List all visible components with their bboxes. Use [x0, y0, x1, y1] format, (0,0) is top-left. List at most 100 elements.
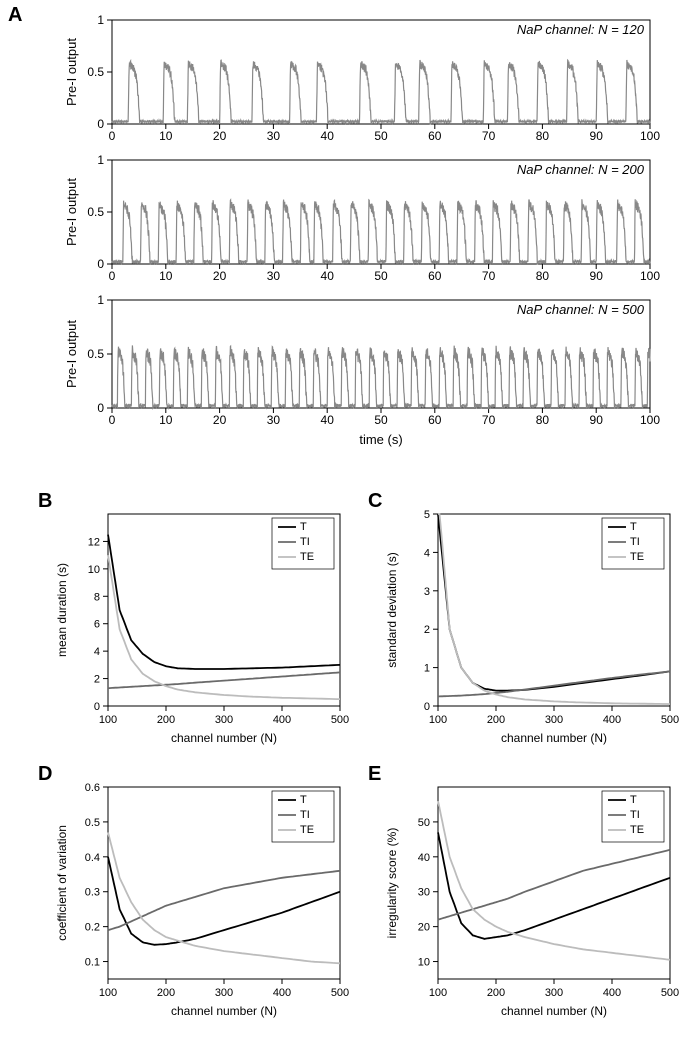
svg-text:10: 10 — [159, 413, 173, 427]
svg-text:80: 80 — [536, 129, 550, 143]
svg-text:4: 4 — [424, 547, 430, 559]
svg-text:TE: TE — [630, 551, 644, 563]
svg-text:1: 1 — [97, 13, 104, 27]
svg-text:200: 200 — [487, 714, 505, 726]
svg-text:200: 200 — [157, 714, 175, 726]
svg-text:300: 300 — [215, 714, 233, 726]
svg-text:NaP channel: N = 200: NaP channel: N = 200 — [517, 162, 645, 177]
svg-text:1: 1 — [97, 293, 104, 307]
svg-text:5: 5 — [424, 509, 430, 521]
svg-text:irregularity score (%): irregularity score (%) — [385, 828, 399, 939]
svg-text:10: 10 — [88, 564, 100, 576]
panel-B-chart: 100200300400500024681012channel number (… — [50, 500, 350, 750]
svg-text:400: 400 — [603, 714, 621, 726]
svg-text:Pre-I output: Pre-I output — [64, 320, 79, 388]
panel-A-subplot-2: 010203040506070809010000.51Pre-I outputN… — [60, 150, 660, 284]
svg-text:50: 50 — [374, 129, 388, 143]
svg-text:0.5: 0.5 — [87, 205, 104, 219]
svg-text:40: 40 — [418, 852, 430, 864]
svg-text:10: 10 — [418, 957, 430, 969]
svg-text:90: 90 — [590, 269, 604, 283]
svg-text:channel number (N): channel number (N) — [171, 731, 277, 745]
svg-text:0.6: 0.6 — [85, 782, 100, 794]
svg-text:100: 100 — [640, 269, 660, 283]
svg-text:T: T — [630, 794, 637, 806]
panel-A-subplot-1: 010203040506070809010000.51Pre-I outputN… — [60, 10, 660, 144]
svg-text:80: 80 — [536, 269, 550, 283]
svg-text:500: 500 — [661, 987, 679, 999]
svg-text:500: 500 — [331, 714, 349, 726]
svg-text:4: 4 — [94, 646, 100, 658]
svg-text:NaP channel: N = 500: NaP channel: N = 500 — [517, 302, 645, 317]
svg-text:12: 12 — [88, 536, 100, 548]
svg-text:100: 100 — [99, 714, 117, 726]
svg-text:TI: TI — [300, 536, 310, 548]
svg-text:20: 20 — [418, 922, 430, 934]
svg-text:0: 0 — [424, 701, 430, 713]
panel-A-subplot-3: 010203040506070809010000.51Pre-I outputt… — [60, 290, 660, 450]
svg-text:40: 40 — [321, 129, 335, 143]
svg-text:1: 1 — [97, 153, 104, 167]
svg-text:90: 90 — [590, 413, 604, 427]
svg-text:TE: TE — [300, 551, 314, 563]
svg-text:0.5: 0.5 — [87, 347, 104, 361]
svg-text:200: 200 — [157, 987, 175, 999]
panel-C-chart: 100200300400500012345channel number (N)s… — [380, 500, 680, 750]
svg-text:20: 20 — [213, 269, 227, 283]
svg-text:T: T — [630, 521, 637, 533]
svg-text:100: 100 — [99, 987, 117, 999]
svg-text:0: 0 — [97, 401, 104, 415]
svg-text:70: 70 — [482, 413, 496, 427]
svg-text:80: 80 — [536, 413, 550, 427]
svg-text:100: 100 — [429, 987, 447, 999]
svg-text:0.2: 0.2 — [85, 922, 100, 934]
svg-text:60: 60 — [428, 413, 442, 427]
svg-text:mean duration (s): mean duration (s) — [55, 563, 69, 657]
svg-text:NaP channel: N = 120: NaP channel: N = 120 — [517, 22, 645, 37]
svg-text:standard deviation (s): standard deviation (s) — [385, 552, 399, 667]
svg-text:Pre-I output: Pre-I output — [64, 178, 79, 246]
svg-text:0.3: 0.3 — [85, 887, 100, 899]
svg-text:500: 500 — [661, 714, 679, 726]
svg-text:TE: TE — [300, 824, 314, 836]
svg-text:50: 50 — [374, 413, 388, 427]
svg-text:20: 20 — [213, 413, 227, 427]
svg-text:400: 400 — [273, 714, 291, 726]
svg-text:300: 300 — [545, 714, 563, 726]
svg-text:10: 10 — [159, 129, 173, 143]
svg-text:200: 200 — [487, 987, 505, 999]
svg-text:30: 30 — [418, 887, 430, 899]
svg-text:60: 60 — [428, 269, 442, 283]
svg-text:2: 2 — [424, 624, 430, 636]
svg-text:2: 2 — [94, 674, 100, 686]
svg-text:500: 500 — [331, 987, 349, 999]
svg-text:channel number (N): channel number (N) — [501, 1004, 607, 1018]
panel-E-chart: 1002003004005001020304050channel number … — [380, 773, 680, 1023]
svg-text:T: T — [300, 794, 307, 806]
svg-text:Pre-I output: Pre-I output — [64, 38, 79, 106]
svg-text:70: 70 — [482, 269, 496, 283]
svg-text:60: 60 — [428, 129, 442, 143]
svg-text:30: 30 — [267, 129, 281, 143]
svg-text:TI: TI — [300, 809, 310, 821]
svg-text:0: 0 — [109, 129, 116, 143]
svg-text:TI: TI — [630, 536, 640, 548]
svg-text:1: 1 — [424, 663, 430, 675]
svg-text:400: 400 — [273, 987, 291, 999]
svg-text:50: 50 — [374, 269, 388, 283]
svg-text:0: 0 — [97, 117, 104, 131]
panel-label-A: A — [8, 4, 22, 27]
svg-text:40: 40 — [321, 269, 335, 283]
svg-text:10: 10 — [159, 269, 173, 283]
figure-page: A 010203040506070809010000.51Pre-I outpu… — [0, 0, 693, 1058]
svg-text:3: 3 — [424, 586, 430, 598]
svg-text:8: 8 — [94, 591, 100, 603]
svg-text:0.5: 0.5 — [87, 65, 104, 79]
svg-text:0.4: 0.4 — [85, 852, 100, 864]
svg-text:T: T — [300, 521, 307, 533]
svg-text:400: 400 — [603, 987, 621, 999]
svg-text:100: 100 — [640, 129, 660, 143]
svg-text:300: 300 — [545, 987, 563, 999]
svg-text:100: 100 — [640, 413, 660, 427]
svg-text:channel number (N): channel number (N) — [501, 731, 607, 745]
